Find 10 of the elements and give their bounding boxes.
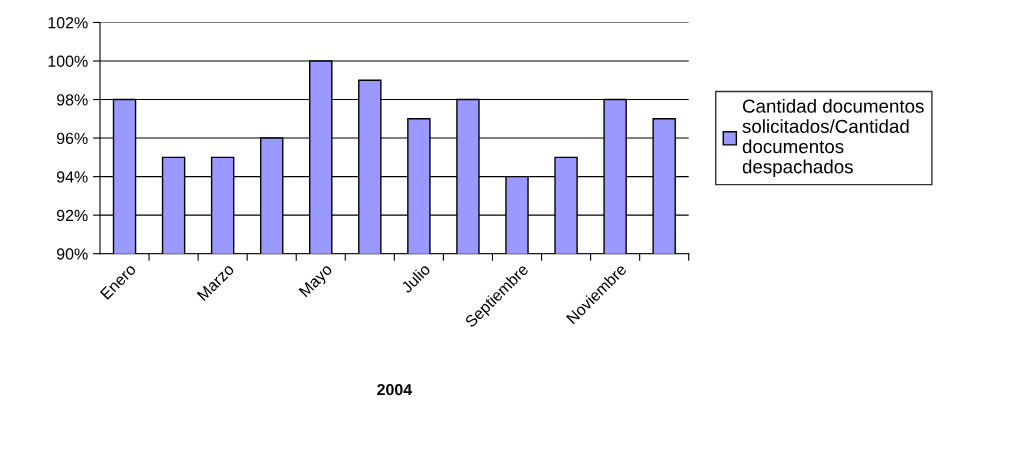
y-tick-label: 92% xyxy=(56,209,88,222)
y-tick-label: 90% xyxy=(56,248,88,260)
y-tick-label: 100% xyxy=(48,55,88,67)
x-tick-label: Julio xyxy=(400,262,431,294)
x-axis-title: 2004 xyxy=(377,383,413,396)
y-tick-label: 94% xyxy=(56,171,88,183)
y-tick-label: 98% xyxy=(56,94,88,106)
y-tick-label: 96% xyxy=(56,132,88,145)
y-tick-label: 102% xyxy=(48,17,88,29)
legend-label: Cantidad documentos solicitados/Cantidad documentos despachados xyxy=(742,99,924,178)
